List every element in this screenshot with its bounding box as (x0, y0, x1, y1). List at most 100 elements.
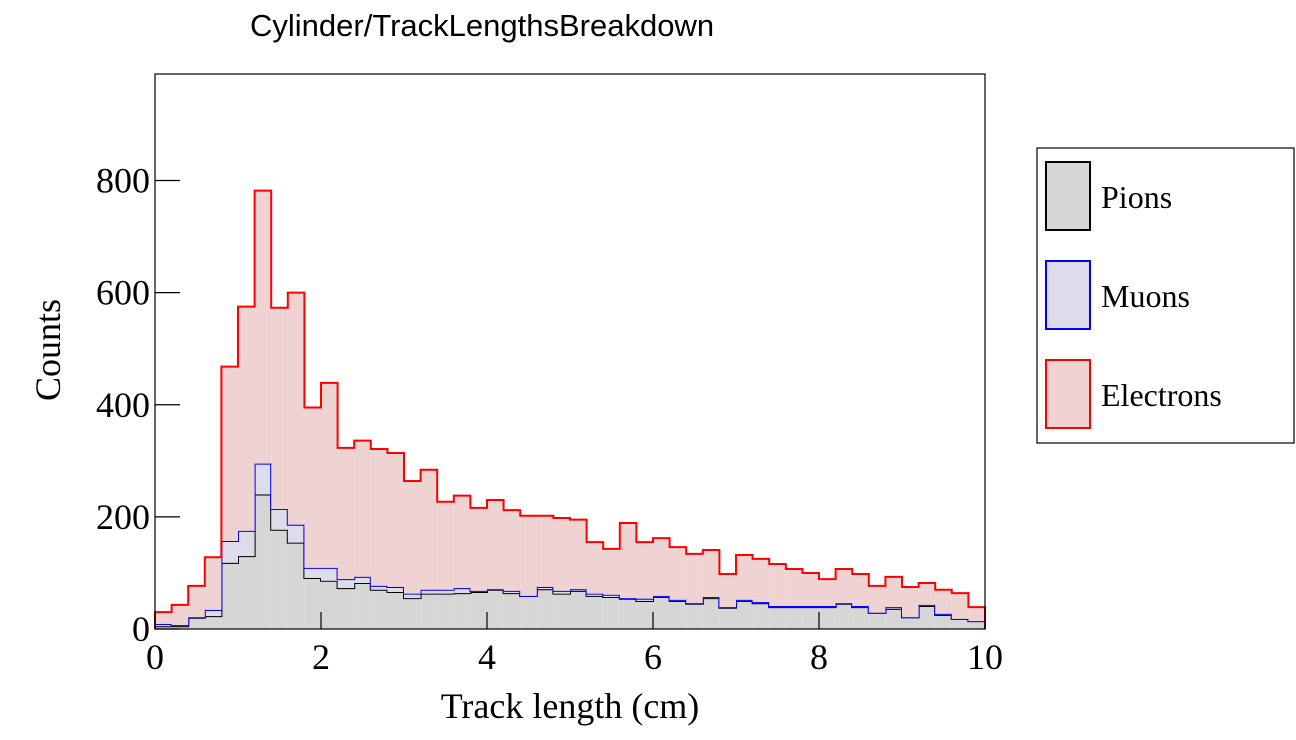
bar (736, 600, 753, 629)
bar (420, 593, 438, 629)
bar (785, 569, 803, 607)
bar (354, 583, 371, 629)
chart-title: Cylinder/TrackLengthsBreakdown (250, 8, 714, 43)
bar (603, 597, 620, 629)
x-tick-label: 6 (644, 637, 662, 677)
bar (487, 500, 504, 590)
legend-swatch (1045, 359, 1091, 429)
bar (337, 588, 355, 629)
bar (321, 567, 338, 581)
bar (819, 579, 836, 607)
bar (603, 548, 620, 595)
bar (968, 621, 985, 629)
bar (902, 586, 919, 618)
bar (321, 382, 338, 568)
bar (337, 579, 355, 589)
bar (304, 407, 321, 568)
bar (287, 524, 305, 543)
bar (653, 597, 670, 629)
bar (852, 574, 869, 607)
bar (918, 583, 936, 605)
bar (536, 515, 554, 587)
x-tick-label: 0 (146, 637, 164, 677)
legend-entries: Pions Muons Electrons (1045, 161, 1222, 429)
bar (686, 603, 703, 629)
x-tick-label: 2 (312, 637, 330, 677)
bar (736, 555, 753, 600)
bar (503, 593, 521, 629)
y-tick-label: 600 (96, 273, 150, 313)
bar (453, 588, 471, 594)
bar (238, 556, 255, 629)
bar (902, 617, 919, 629)
y-tick-label: 0 (132, 609, 150, 649)
bar (221, 562, 238, 629)
bar (420, 589, 438, 594)
bar (354, 440, 371, 577)
bar (171, 626, 189, 629)
y-axis-label: Counts (28, 299, 68, 401)
bar (337, 447, 355, 580)
bar (868, 612, 886, 629)
bar (287, 292, 305, 525)
bar (553, 518, 570, 591)
bar (719, 574, 736, 608)
bar (155, 626, 172, 629)
bar (204, 609, 222, 617)
bar (619, 523, 637, 599)
y-tick-label: 400 (96, 385, 150, 425)
bar (885, 576, 902, 608)
bar (287, 542, 305, 629)
bar (586, 593, 604, 596)
bar (404, 593, 421, 599)
bar (951, 593, 969, 619)
bar (304, 577, 321, 629)
bar (238, 530, 255, 557)
bar (536, 586, 554, 590)
bar (570, 590, 587, 629)
bar (404, 481, 421, 594)
bar (686, 553, 703, 604)
bar (802, 607, 819, 629)
bar (669, 600, 687, 629)
plot-area (154, 189, 986, 629)
x-tick-label: 10 (967, 637, 1003, 677)
y-tick-label: 200 (96, 497, 150, 537)
bar (254, 190, 272, 464)
bar (221, 540, 238, 563)
bar (470, 592, 487, 629)
bar (669, 547, 687, 600)
bar (885, 608, 902, 629)
bar (819, 607, 836, 629)
bar (503, 510, 521, 591)
bar (769, 563, 786, 607)
bar (370, 585, 388, 590)
bar (453, 495, 471, 589)
bar (702, 598, 720, 629)
bar (370, 589, 388, 629)
bar (769, 607, 786, 629)
legend-label: Muons (1101, 278, 1190, 314)
legend-label: Pions (1101, 179, 1172, 215)
bar (968, 607, 985, 622)
bar (918, 606, 936, 629)
bar (453, 593, 471, 629)
bar (271, 509, 288, 530)
bar (404, 598, 421, 629)
bar (321, 580, 338, 629)
bar (586, 595, 604, 629)
bar (204, 616, 222, 629)
bar (719, 607, 736, 629)
bar (155, 623, 172, 627)
bar (951, 618, 969, 629)
bar (437, 593, 454, 629)
bar (503, 590, 521, 594)
bar (520, 595, 537, 629)
bar (586, 542, 604, 594)
bar (935, 614, 952, 629)
series-outline (154, 189, 986, 629)
legend-swatch (1045, 260, 1091, 330)
bar (802, 572, 819, 607)
bar (370, 449, 388, 586)
